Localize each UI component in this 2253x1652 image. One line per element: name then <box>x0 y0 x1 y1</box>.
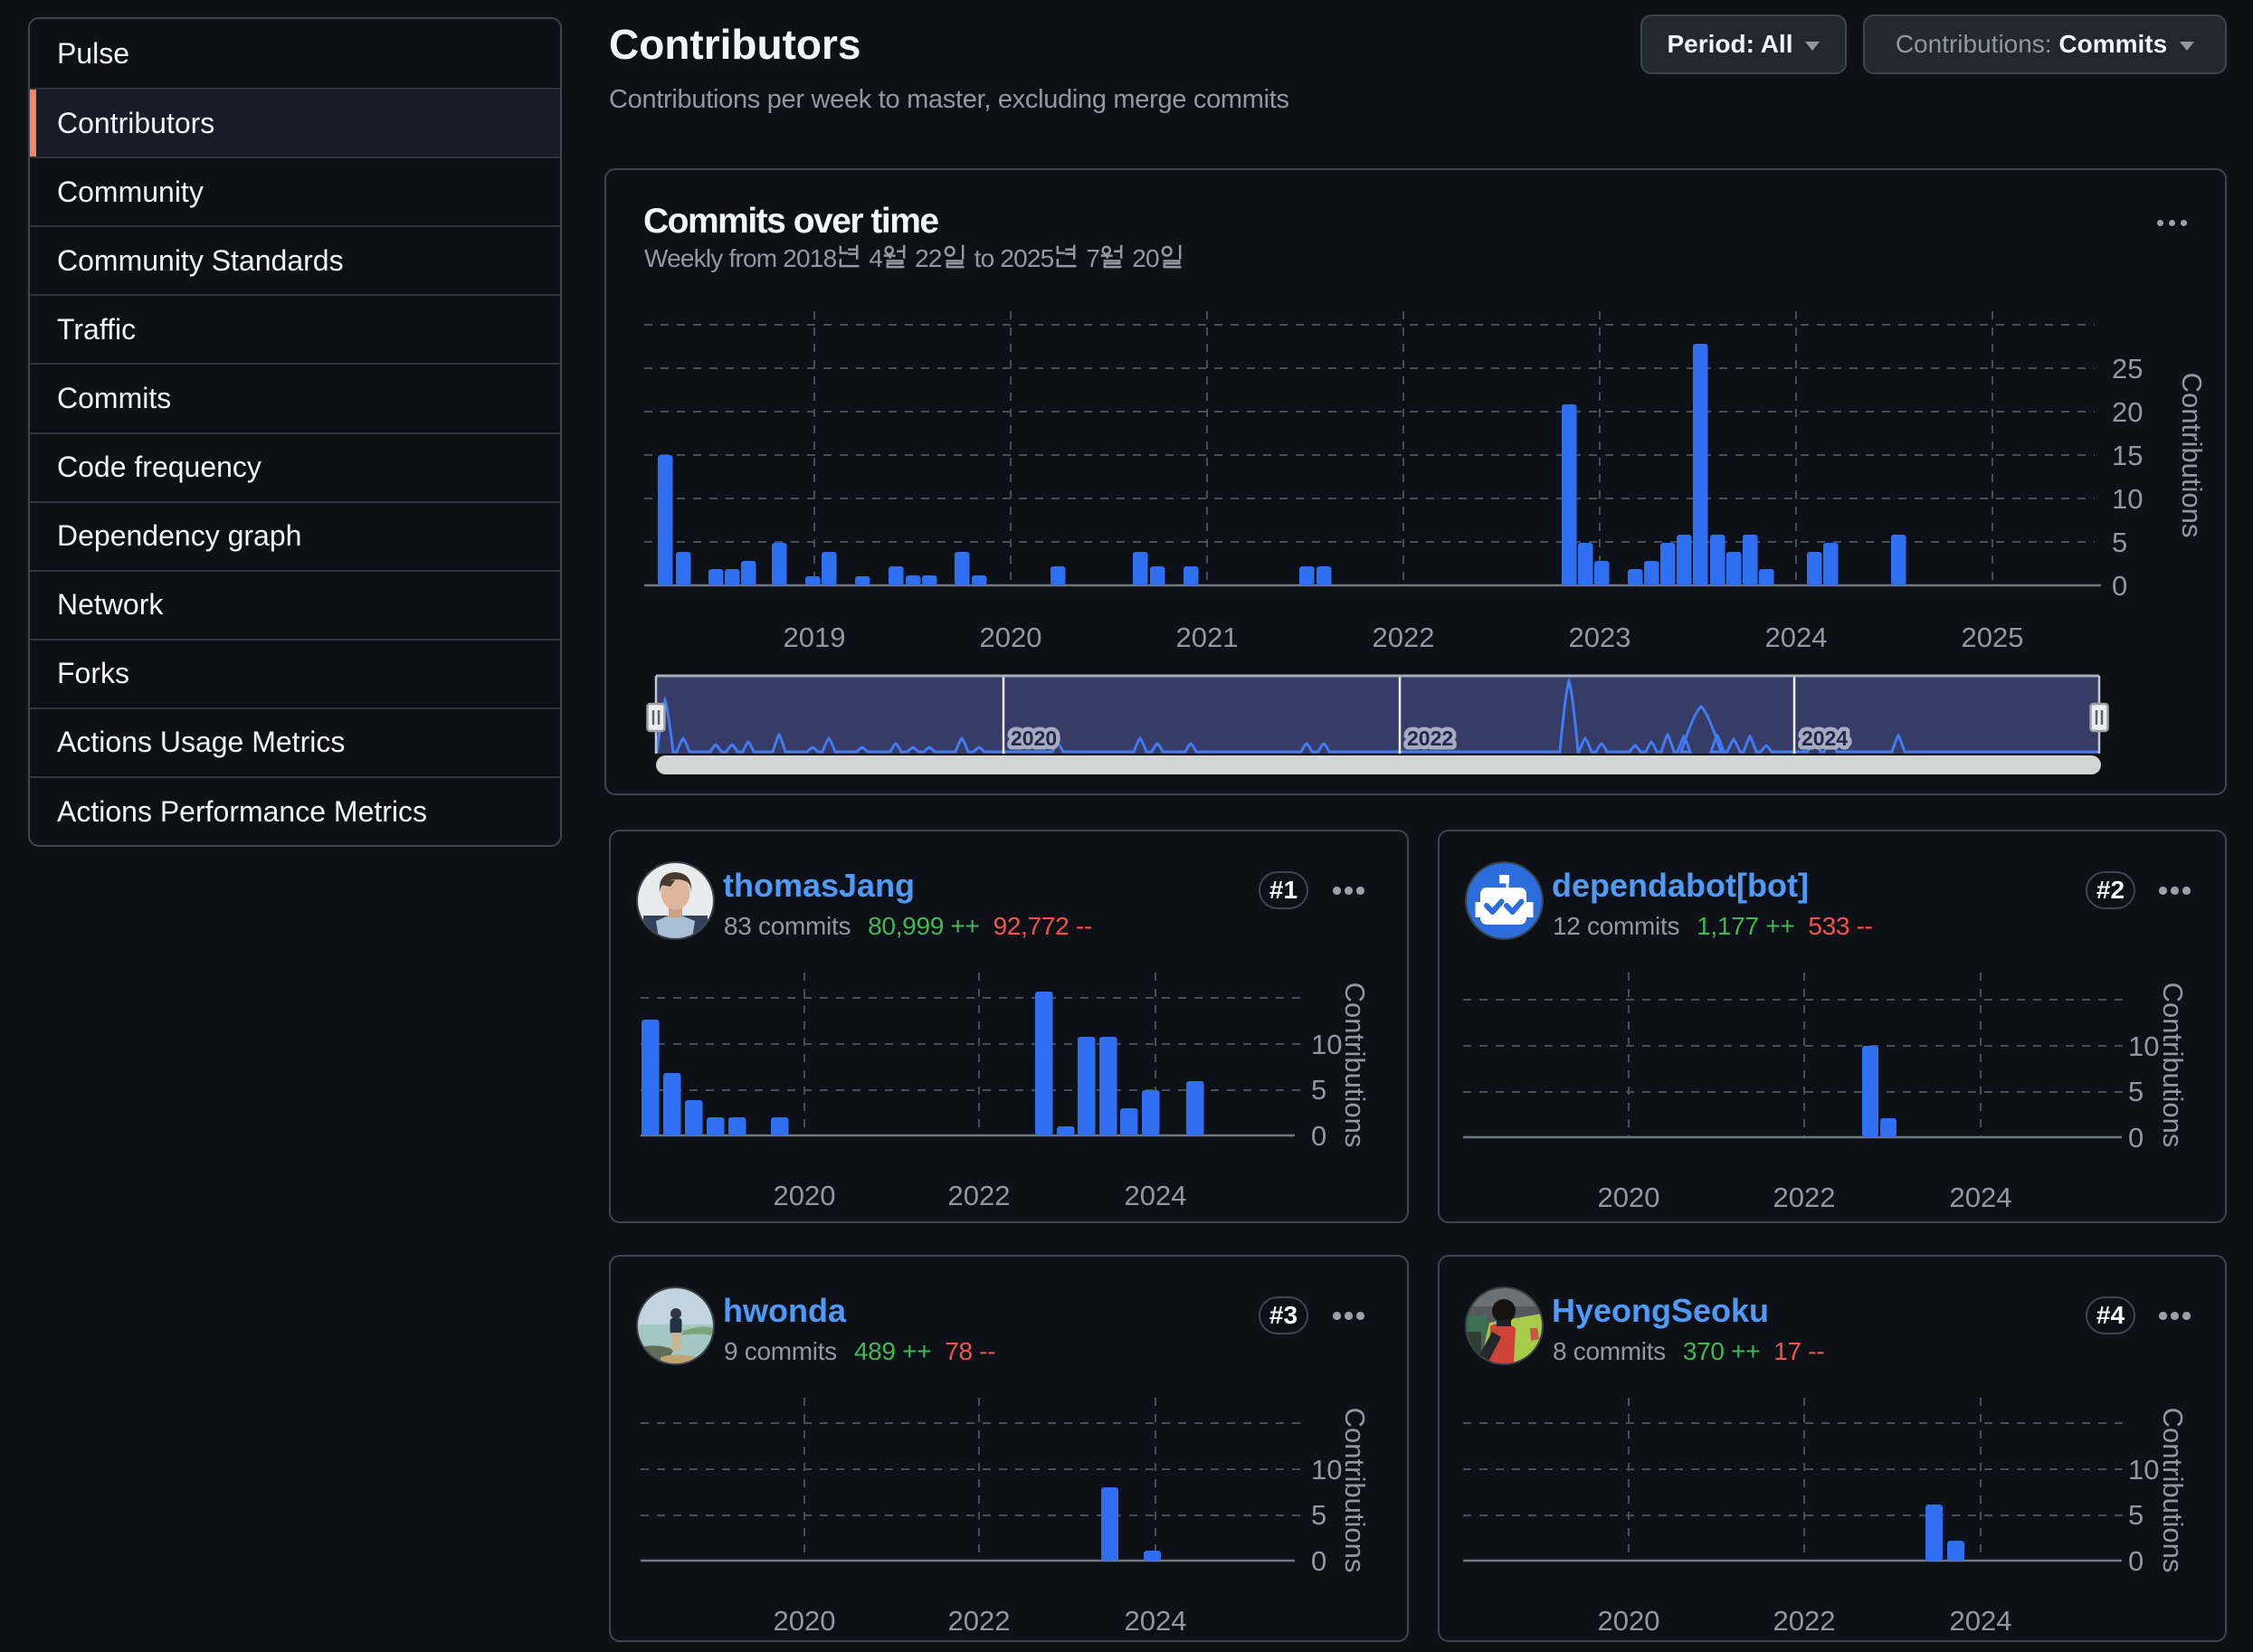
svg-text:5: 5 <box>2128 1499 2144 1531</box>
svg-text:10: 10 <box>1311 1029 1342 1060</box>
svg-text:2025: 2025 <box>1962 622 2024 653</box>
svg-text:2022: 2022 <box>1773 1605 1836 1637</box>
svg-text:Contributions: Contributions <box>1339 983 1371 1148</box>
svg-text:2023: 2023 <box>1569 622 1631 653</box>
svg-text:2024: 2024 <box>1125 1605 1187 1637</box>
svg-text:5: 5 <box>1311 1074 1326 1106</box>
svg-text:Contributions: Contributions <box>2157 1408 2189 1573</box>
svg-text:2024: 2024 <box>1125 1180 1187 1211</box>
svg-text:Contributions: Contributions <box>2157 983 2189 1148</box>
svg-text:2022: 2022 <box>948 1180 1011 1211</box>
svg-text:2020: 2020 <box>1011 726 1057 750</box>
svg-text:0: 0 <box>1311 1545 1326 1577</box>
svg-text:0: 0 <box>1311 1120 1326 1152</box>
svg-text:2022: 2022 <box>1773 1182 1836 1213</box>
svg-text:0: 0 <box>2112 570 2127 602</box>
svg-text:5: 5 <box>2128 1076 2144 1107</box>
svg-text:2020: 2020 <box>774 1605 836 1637</box>
svg-text:2020: 2020 <box>1598 1182 1660 1213</box>
svg-text:2020: 2020 <box>980 622 1042 653</box>
svg-text:20: 20 <box>2112 396 2143 428</box>
svg-text:5: 5 <box>2112 527 2127 558</box>
svg-text:10: 10 <box>2128 1454 2159 1486</box>
svg-text:Contributions: Contributions <box>2176 373 2208 538</box>
svg-text:5: 5 <box>1311 1499 1326 1531</box>
svg-text:2022: 2022 <box>1373 622 1435 653</box>
svg-text:25: 25 <box>2112 353 2143 385</box>
svg-text:10: 10 <box>2128 1030 2159 1062</box>
svg-text:2020: 2020 <box>774 1180 836 1211</box>
svg-text:2024: 2024 <box>1950 1182 2012 1213</box>
svg-text:2024: 2024 <box>1801 726 1848 750</box>
svg-text:2022: 2022 <box>1407 726 1453 750</box>
svg-text:15: 15 <box>2112 440 2143 471</box>
svg-text:Contributions: Contributions <box>1339 1408 1371 1573</box>
svg-text:0: 0 <box>2128 1545 2144 1577</box>
svg-text:2022: 2022 <box>948 1605 1011 1637</box>
svg-text:2021: 2021 <box>1176 622 1239 653</box>
svg-text:10: 10 <box>1311 1454 1342 1486</box>
svg-text:10: 10 <box>2112 483 2143 515</box>
svg-text:0: 0 <box>2128 1122 2144 1154</box>
svg-text:2020: 2020 <box>1598 1605 1660 1637</box>
svg-text:2024: 2024 <box>1950 1605 2012 1637</box>
svg-text:2019: 2019 <box>784 622 846 653</box>
svg-text:2024: 2024 <box>1765 622 1828 653</box>
